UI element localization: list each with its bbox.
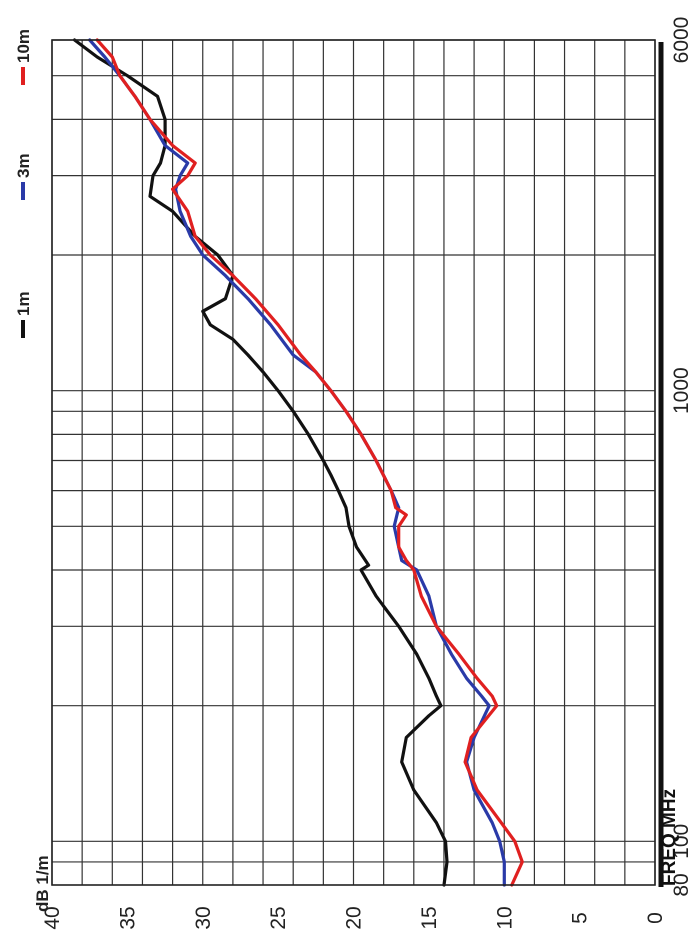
legend: 1m 3m 10m — [14, 29, 33, 338]
y-tick-label: 25 — [267, 906, 290, 929]
x-tick-label: 1000 — [670, 367, 693, 414]
y-tick-label: 30 — [192, 906, 215, 929]
y-tick-label: 0 — [644, 912, 667, 924]
y-tick-label: 20 — [343, 906, 366, 929]
x-axis-label: FREQ MHz — [659, 789, 680, 886]
y-tick-labels: 0 5 10 15 20 25 30 35 40 — [41, 906, 667, 929]
legend-label-1m: 1m — [14, 291, 33, 316]
y-axis-label: dB 1/m — [33, 855, 52, 912]
grid — [51, 39, 656, 885]
y-tick-label: 5 — [569, 912, 592, 924]
plot-border — [51, 39, 656, 886]
legend-label-3m: 3m — [14, 153, 33, 178]
x-tick-label: 100 — [670, 824, 693, 859]
y-tick-label: 15 — [418, 906, 441, 929]
y-tick-label: 40 — [41, 906, 64, 929]
series-line-10m — [95, 38, 524, 887]
plot-frame — [51, 39, 664, 887]
x-tick-label: 80 — [670, 873, 693, 896]
legend-label-10m: 10m — [14, 29, 33, 63]
series-group — [73, 38, 524, 887]
series-line-1m — [73, 38, 449, 887]
x-tick-label: 6000 — [670, 17, 693, 64]
y-tick-label: 35 — [116, 906, 139, 929]
y-tick-label: 10 — [493, 906, 516, 929]
x-tick-labels: 80 100 1000 6000 — [670, 17, 693, 897]
